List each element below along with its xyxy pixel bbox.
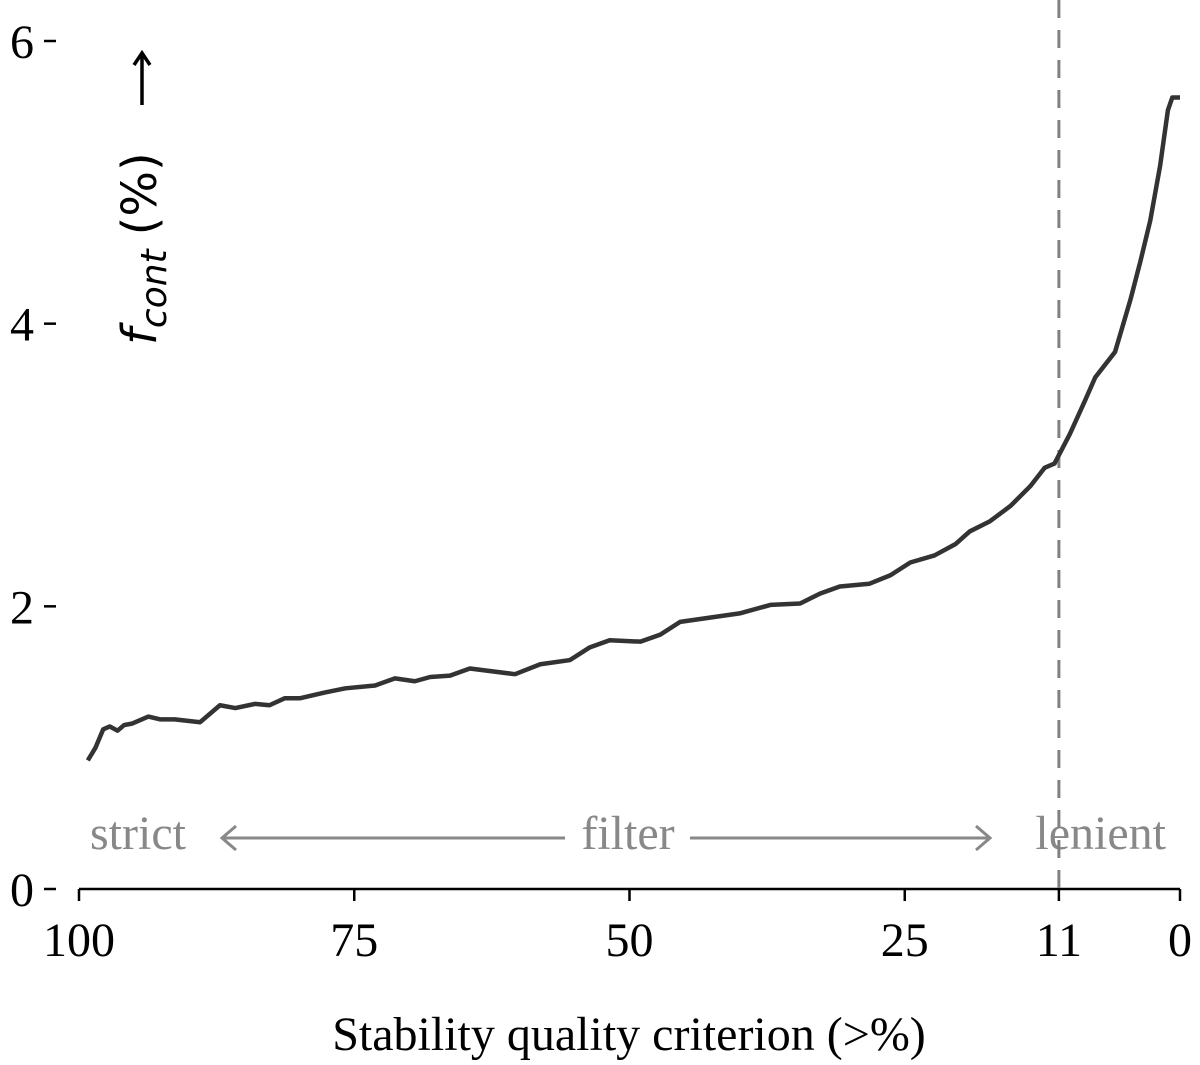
y-axis-label-subscript: cont [134,247,175,328]
y-axis-label: fcont(%) [112,152,175,345]
annotation-group: strict filter lenient [90,807,1167,860]
arrowhead-left [219,824,237,852]
data-line [85,95,1180,762]
y-axis-label-unit: (%) [112,152,168,235]
x-tick-label: 25 [881,914,929,967]
x-tick-label: 50 [606,914,654,967]
y-tick-label: 4 [10,299,34,352]
y-axis-label-group: fcont(%) [112,49,175,345]
y-tick-label: 2 [10,581,34,634]
annotation-strict: strict [90,807,187,860]
arrowhead-right [975,824,993,852]
y-tick-label: 0 [10,864,34,917]
y-tick-label: 6 [10,16,34,69]
x-tick-label: 0 [1168,914,1192,967]
filter-arrows [219,824,993,852]
annotation-filter: filter [581,807,674,860]
x-tick-label: 100 [43,914,115,967]
y-axis-arrowhead [132,49,152,66]
x-tick-label: 11 [1036,914,1082,967]
annotation-lenient: lenient [1035,807,1166,860]
x-axis-label: Stability quality criterion (>%) [332,1008,926,1061]
x-tick-label: 75 [330,914,378,967]
